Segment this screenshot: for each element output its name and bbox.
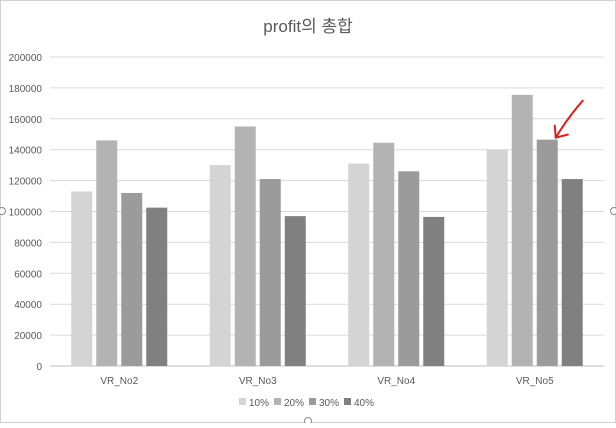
bar[interactable] bbox=[285, 216, 306, 366]
y-tick-label: 60000 bbox=[14, 269, 42, 280]
legend-swatch bbox=[274, 398, 281, 405]
bar[interactable] bbox=[210, 165, 231, 366]
y-tick-label: 180000 bbox=[9, 84, 43, 95]
bar[interactable] bbox=[398, 171, 419, 366]
bar[interactable] bbox=[537, 140, 558, 366]
legend-label: 20% bbox=[284, 398, 304, 409]
bar[interactable] bbox=[512, 95, 533, 366]
bar[interactable] bbox=[121, 193, 142, 366]
bar[interactable] bbox=[423, 217, 444, 366]
legend-swatch bbox=[239, 398, 246, 405]
y-tick-label: 80000 bbox=[14, 238, 42, 249]
x-tick-label: VR_No4 bbox=[377, 376, 415, 387]
y-tick-label: 160000 bbox=[9, 115, 43, 126]
bar[interactable] bbox=[235, 127, 256, 366]
y-tick-label: 100000 bbox=[9, 208, 43, 219]
bar[interactable] bbox=[71, 191, 92, 366]
bar[interactable] bbox=[96, 140, 117, 366]
bar[interactable] bbox=[373, 143, 394, 366]
x-tick-label: VR_No2 bbox=[100, 376, 138, 387]
resize-handle-bottom[interactable] bbox=[305, 418, 312, 424]
legend-swatch bbox=[344, 398, 351, 405]
resize-handle-left[interactable] bbox=[0, 208, 6, 215]
chart-title: profit의 총합 bbox=[263, 17, 353, 36]
bar[interactable] bbox=[562, 179, 583, 366]
y-tick-label: 140000 bbox=[9, 146, 43, 157]
x-tick-label: VR_No3 bbox=[239, 376, 277, 387]
legend-label: 40% bbox=[354, 398, 374, 409]
y-tick-label: 120000 bbox=[9, 177, 43, 188]
x-tick-label: VR_No5 bbox=[516, 376, 554, 387]
y-tick-label: 200000 bbox=[9, 53, 43, 64]
resize-handle-right[interactable] bbox=[611, 208, 616, 215]
legend-label: 30% bbox=[319, 398, 339, 409]
y-tick-label: 40000 bbox=[14, 300, 42, 311]
y-tick-label: 20000 bbox=[14, 331, 42, 342]
bar[interactable] bbox=[260, 179, 281, 366]
legend-label: 10% bbox=[249, 398, 269, 409]
bar[interactable] bbox=[146, 208, 167, 366]
bar[interactable] bbox=[348, 164, 369, 366]
y-tick-label: 0 bbox=[36, 362, 42, 373]
bar[interactable] bbox=[487, 150, 508, 366]
legend-swatch bbox=[309, 398, 316, 405]
